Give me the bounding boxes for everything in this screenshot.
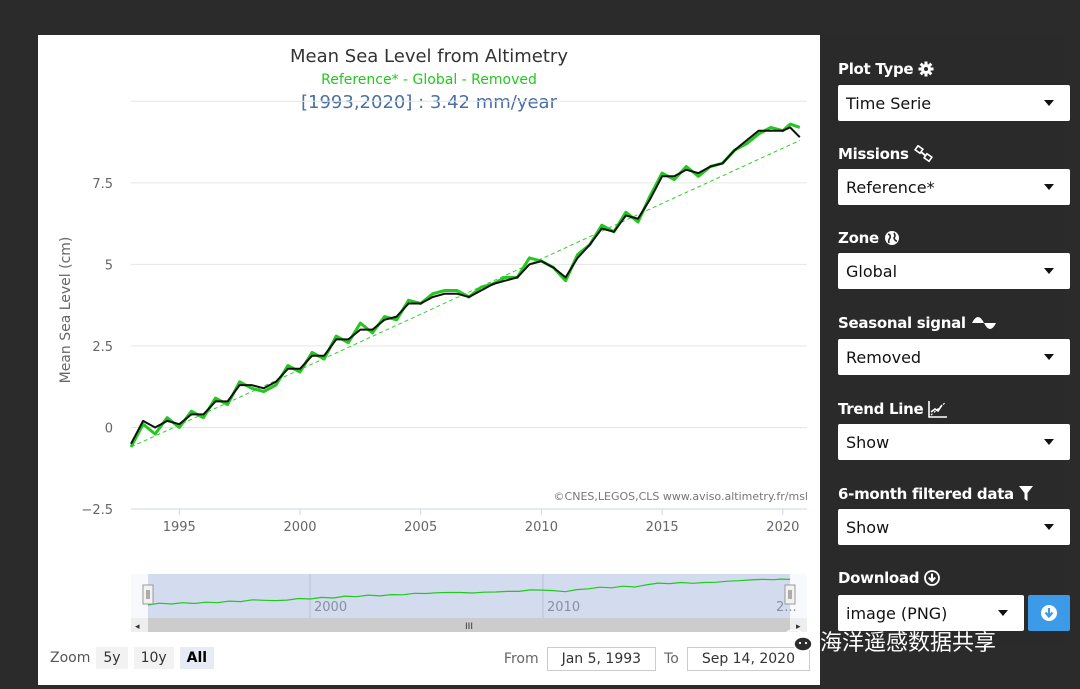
zone-select[interactable]: Global — [838, 253, 1070, 289]
seasonal-value: Removed — [846, 347, 922, 367]
satellite-icon — [913, 145, 933, 163]
zoom-5y-button[interactable]: 5y — [96, 647, 128, 669]
plot-type-label: Plot Type — [838, 60, 914, 78]
x-tick-label: 2020 — [766, 520, 799, 535]
series-line-filtered — [130, 126, 801, 445]
scrollbar-grip[interactable]: III — [465, 622, 473, 632]
zone-value: Global — [846, 261, 898, 281]
download-heading: Download — [838, 569, 941, 587]
zoom-all-button[interactable]: All — [179, 647, 215, 669]
missions-label: Missions — [838, 145, 909, 163]
plot-type-value: Time Serie — [846, 93, 932, 113]
download-format-select[interactable]: image (PNG) — [838, 595, 1024, 631]
chevron-down-icon — [1044, 100, 1054, 106]
chart-panel: Mean Sea Level from Altimetry Reference*… — [38, 35, 820, 685]
navigator-right-handle[interactable] — [784, 584, 796, 605]
x-tick-label: 2010 — [525, 520, 558, 535]
wave-icon — [971, 317, 996, 329]
scrollbar-left-arrow[interactable]: ◂ — [135, 622, 140, 632]
trend-label: Trend Line — [838, 400, 924, 418]
chevron-down-icon — [1044, 524, 1054, 530]
missions-heading: Missions — [838, 145, 934, 163]
trend-rate-text: [1993,2020] : 3.42 mm/year — [301, 92, 558, 113]
x-tick-label: 1995 — [163, 520, 196, 535]
to-date-input[interactable]: Sep 14, 2020 — [686, 647, 810, 671]
x-tick-label: 2015 — [646, 520, 679, 535]
x-tick-label: 2000 — [283, 520, 316, 535]
chevron-down-icon — [1044, 439, 1054, 445]
trend-heading: Trend Line — [838, 400, 948, 418]
seasonal-select[interactable]: Removed — [838, 339, 1070, 375]
zoom-label: Zoom — [50, 650, 91, 666]
download-button[interactable] — [1028, 595, 1070, 631]
navigator[interactable]: 2000 2010 2... ◂ ▸ III — [131, 574, 807, 632]
y-axis-label: Mean Sea Level (cm) — [58, 237, 74, 384]
scrollbar-right-arrow[interactable]: ▸ — [796, 622, 801, 632]
watermark-text: 海洋遥感数据共享 — [820, 631, 997, 656]
x-tick-label: 2005 — [404, 520, 437, 535]
y-tick-label: −2.5 — [81, 503, 113, 518]
zone-heading: Zone — [838, 229, 900, 247]
globe-icon — [884, 231, 899, 245]
chevron-down-icon — [1044, 268, 1054, 274]
chart-subtitle: Reference* - Global - Removed — [321, 72, 537, 88]
sea-level-chart: Mean Sea Level from Altimetry Reference*… — [58, 46, 808, 632]
navigator-left-handle[interactable] — [142, 584, 154, 605]
zoom-10y-button[interactable]: 10y — [133, 647, 174, 669]
y-tick-label: 7.5 — [92, 177, 113, 192]
download-label: Download — [838, 569, 920, 587]
date-range: From Jan 5, 1993 To Sep 14, 2020 — [504, 647, 810, 671]
chevron-down-icon — [1044, 354, 1054, 360]
navigator-series-line — [147, 578, 791, 606]
download-icon — [1041, 605, 1057, 621]
chevron-down-icon — [998, 610, 1008, 616]
missions-value: Reference* — [846, 177, 935, 197]
zoom-controls: Zoom 5y 10y All — [50, 647, 215, 669]
chevron-down-icon — [1044, 184, 1054, 190]
seasonal-heading: Seasonal signal — [838, 313, 999, 333]
filter-icon — [1018, 486, 1033, 501]
scrollbar-thumb[interactable] — [148, 618, 790, 632]
trend-value: Show — [846, 432, 890, 452]
trend-select[interactable]: Show — [838, 424, 1070, 460]
wechat-icon — [783, 629, 813, 652]
y-tick-label: 2.5 — [92, 340, 113, 355]
trend-chart-icon — [928, 401, 948, 418]
chart-title: Mean Sea Level from Altimetry — [290, 46, 568, 67]
plot-type-heading: Plot Type — [838, 60, 934, 78]
download-format-value: image (PNG) — [846, 603, 948, 623]
from-label: From — [503, 651, 539, 667]
controls-sidebar: Plot Type Time Serie Missions Reference*… — [822, 34, 1070, 646]
zone-label: Zone — [838, 229, 879, 247]
filtered-value: Show — [846, 517, 890, 537]
seasonal-label: Seasonal signal — [838, 314, 966, 332]
navigator-selection[interactable] — [148, 574, 790, 618]
filtered-select[interactable]: Show — [838, 509, 1070, 545]
watermark: 海洋遥感数据共享 — [782, 625, 996, 657]
y-tick-label: 0 — [105, 421, 113, 436]
missions-select[interactable]: Reference* — [838, 169, 1070, 205]
to-label: To — [664, 651, 679, 667]
navigator-tick-2010: 2010 — [547, 600, 580, 615]
from-date-input[interactable]: Jan 5, 1993 — [546, 647, 657, 671]
gear-icon — [918, 61, 934, 77]
filtered-heading: 6-month filtered data — [838, 485, 1033, 503]
y-tick-label: 5 — [105, 258, 113, 273]
credit-text: ©CNES,LEGOS,CLS www.aviso.altimetry.fr/m… — [554, 490, 808, 503]
filtered-label: 6-month filtered data — [838, 485, 1014, 503]
download-circle-icon — [924, 570, 941, 586]
plot-type-select[interactable]: Time Serie — [838, 85, 1070, 121]
navigator-tick-2000: 2000 — [314, 600, 347, 615]
